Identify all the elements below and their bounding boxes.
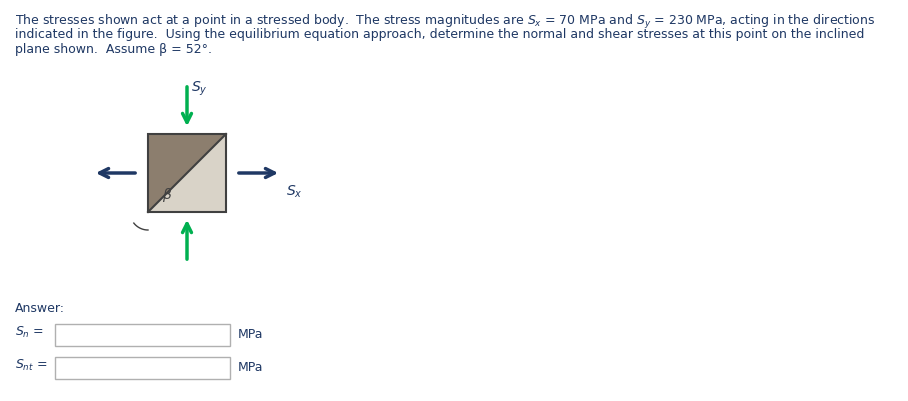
Polygon shape	[148, 135, 226, 213]
Text: indicated in the figure.  Using the equilibrium equation approach, determine the: indicated in the figure. Using the equil…	[15, 28, 864, 41]
Text: $S_x$: $S_x$	[286, 184, 302, 200]
Text: plane shown.  Assume β = 52°.: plane shown. Assume β = 52°.	[15, 43, 212, 56]
Text: MPa: MPa	[238, 360, 263, 373]
Bar	[148, 135, 226, 213]
Text: $S_n$ =: $S_n$ =	[15, 324, 44, 339]
Bar	[55, 357, 230, 379]
Bar	[55, 324, 230, 346]
Text: MPa: MPa	[238, 327, 263, 340]
Text: Answer:: Answer:	[15, 301, 65, 314]
Polygon shape	[148, 135, 226, 213]
Text: $S_y$: $S_y$	[191, 80, 208, 98]
Text: $\beta$: $\beta$	[162, 186, 173, 203]
Text: $S_{nt}$ =: $S_{nt}$ =	[15, 357, 47, 372]
Text: The stresses shown act at a point in a stressed body.  The stress magnitudes are: The stresses shown act at a point in a s…	[15, 13, 875, 31]
